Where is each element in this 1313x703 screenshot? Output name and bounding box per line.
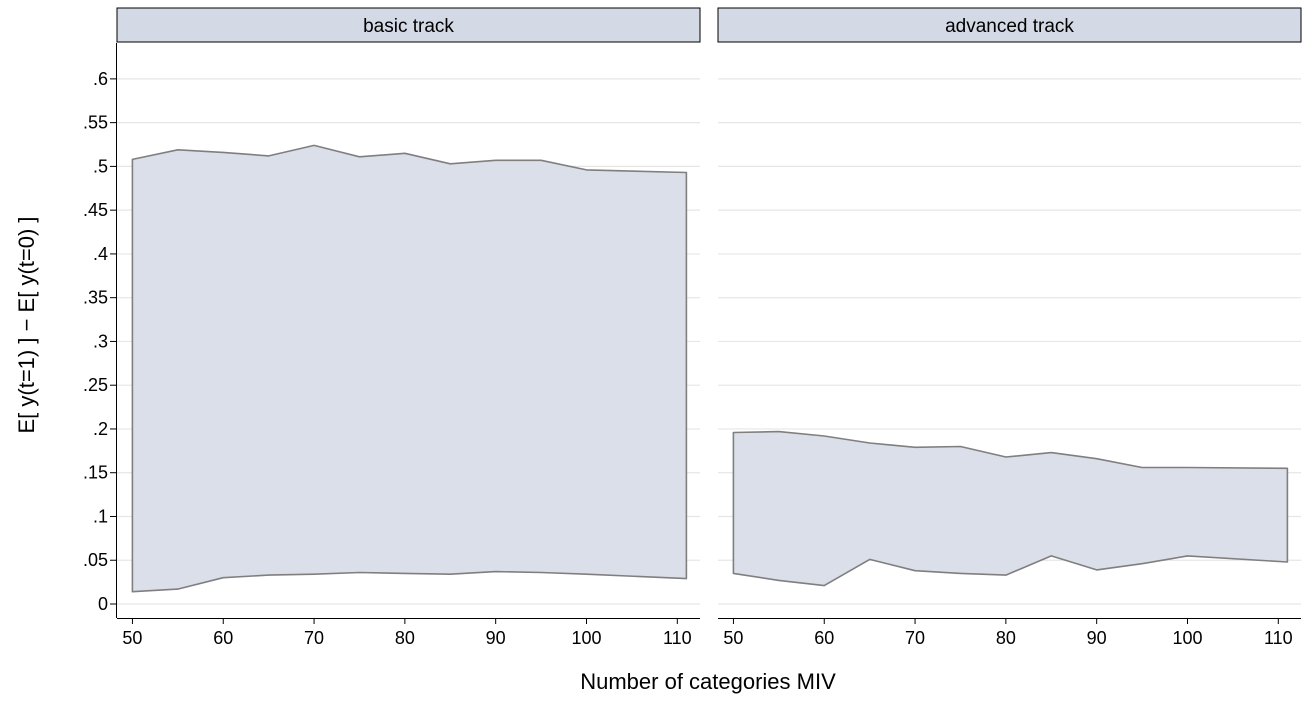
- upper-bound-point: [495, 159, 497, 161]
- x-tick-label: 110: [1264, 628, 1293, 648]
- lower-bound-point: [1050, 555, 1052, 557]
- x-tick-label: 100: [1172, 628, 1202, 648]
- confidence-band-1: [131, 144, 688, 593]
- panel-strip-2: [717, 7, 1302, 43]
- upper-bound-point: [869, 442, 871, 444]
- y-tick-label: .35: [83, 288, 108, 308]
- y-tick-label: .5: [93, 156, 108, 176]
- x-tick-label: 90: [486, 628, 506, 648]
- upper-bound-point: [358, 156, 360, 158]
- upper-bound-point: [1286, 467, 1288, 469]
- lower-bound-point: [177, 588, 179, 590]
- x-tick-label: 70: [304, 628, 324, 648]
- lower-bound-point: [1096, 569, 1098, 571]
- lower-bound-point: [959, 572, 961, 574]
- lower-bound-point: [268, 574, 270, 576]
- y-tick-label: .55: [83, 113, 108, 133]
- y-tick-label: .6: [93, 69, 108, 89]
- upper-bound-point: [585, 169, 587, 171]
- lower-bound-point: [540, 571, 542, 573]
- upper-bound-point: [778, 431, 780, 433]
- upper-bound-point: [131, 158, 133, 160]
- upper-bound-point: [540, 159, 542, 161]
- confidence-band-2: [732, 430, 1289, 587]
- lower-bound-point: [1186, 555, 1188, 557]
- y-tick-label: 0: [98, 594, 108, 614]
- x-tick-label: 80: [996, 628, 1016, 648]
- x-tick-label: 50: [122, 628, 142, 648]
- upper-bound-point: [1050, 452, 1052, 454]
- y-tick-label: .4: [93, 244, 108, 264]
- upper-bound-point: [914, 446, 916, 448]
- y-tick-label: .1: [93, 506, 108, 526]
- y-tick-label: .05: [83, 550, 108, 570]
- lower-bound-point: [449, 573, 451, 575]
- x-tick-label: 70: [905, 628, 925, 648]
- panel-title-2: advanced track: [945, 16, 1074, 37]
- lower-bound-point: [222, 577, 224, 579]
- lower-bound-point: [313, 573, 315, 575]
- lower-bound-point: [131, 591, 133, 593]
- upper-bound-point: [404, 152, 406, 154]
- x-tick-label: 110: [663, 628, 692, 648]
- upper-bound-point: [685, 172, 687, 174]
- lower-bound-point: [914, 570, 916, 572]
- y-tick-label: .45: [83, 200, 108, 220]
- lower-bound-point: [685, 578, 687, 580]
- lower-bound-point: [404, 572, 406, 574]
- upper-bound-point: [313, 144, 315, 146]
- upper-bound-point: [222, 151, 224, 153]
- lower-bound-point: [732, 572, 734, 574]
- x-tick-label: 50: [723, 628, 743, 648]
- lower-bound-point: [823, 585, 825, 587]
- x-tick-label: 90: [1087, 628, 1107, 648]
- panel-strip-1: [116, 7, 701, 43]
- lower-bound-point: [1005, 574, 1007, 576]
- upper-bound-point: [732, 431, 734, 433]
- x-tick-label: 80: [395, 628, 415, 648]
- y-tick-label: .25: [83, 375, 108, 395]
- upper-bound-point: [449, 163, 451, 165]
- lower-bound-point: [495, 571, 497, 573]
- upper-bound-point: [1141, 466, 1143, 468]
- x-tick-label: 60: [814, 628, 834, 648]
- lower-bound-point: [1141, 563, 1143, 565]
- y-tick-label: .3: [93, 331, 108, 351]
- x-tick-label: 60: [213, 628, 233, 648]
- upper-bound-point: [268, 155, 270, 157]
- lower-bound-point: [585, 573, 587, 575]
- lower-bound-point: [778, 579, 780, 581]
- upper-bound-point: [1096, 458, 1098, 460]
- upper-bound-point: [823, 435, 825, 437]
- panel-title-1: basic track: [363, 16, 454, 37]
- y-tick-label: .15: [83, 463, 108, 483]
- lower-bound-point: [358, 571, 360, 573]
- y-axis-title: E[ y(t=1) ] − E[ y(t=0) ]: [14, 216, 39, 433]
- y-tick-label: .2: [93, 419, 108, 439]
- x-axis-title: Number of categories MIV: [580, 669, 836, 694]
- lower-bound-point: [1286, 561, 1288, 563]
- upper-bound-point: [1005, 456, 1007, 458]
- upper-bound-point: [959, 445, 961, 447]
- upper-bound-point: [1186, 466, 1188, 468]
- x-tick-label: 100: [571, 628, 601, 648]
- lower-bound-point: [869, 558, 871, 560]
- upper-bound-point: [177, 149, 179, 151]
